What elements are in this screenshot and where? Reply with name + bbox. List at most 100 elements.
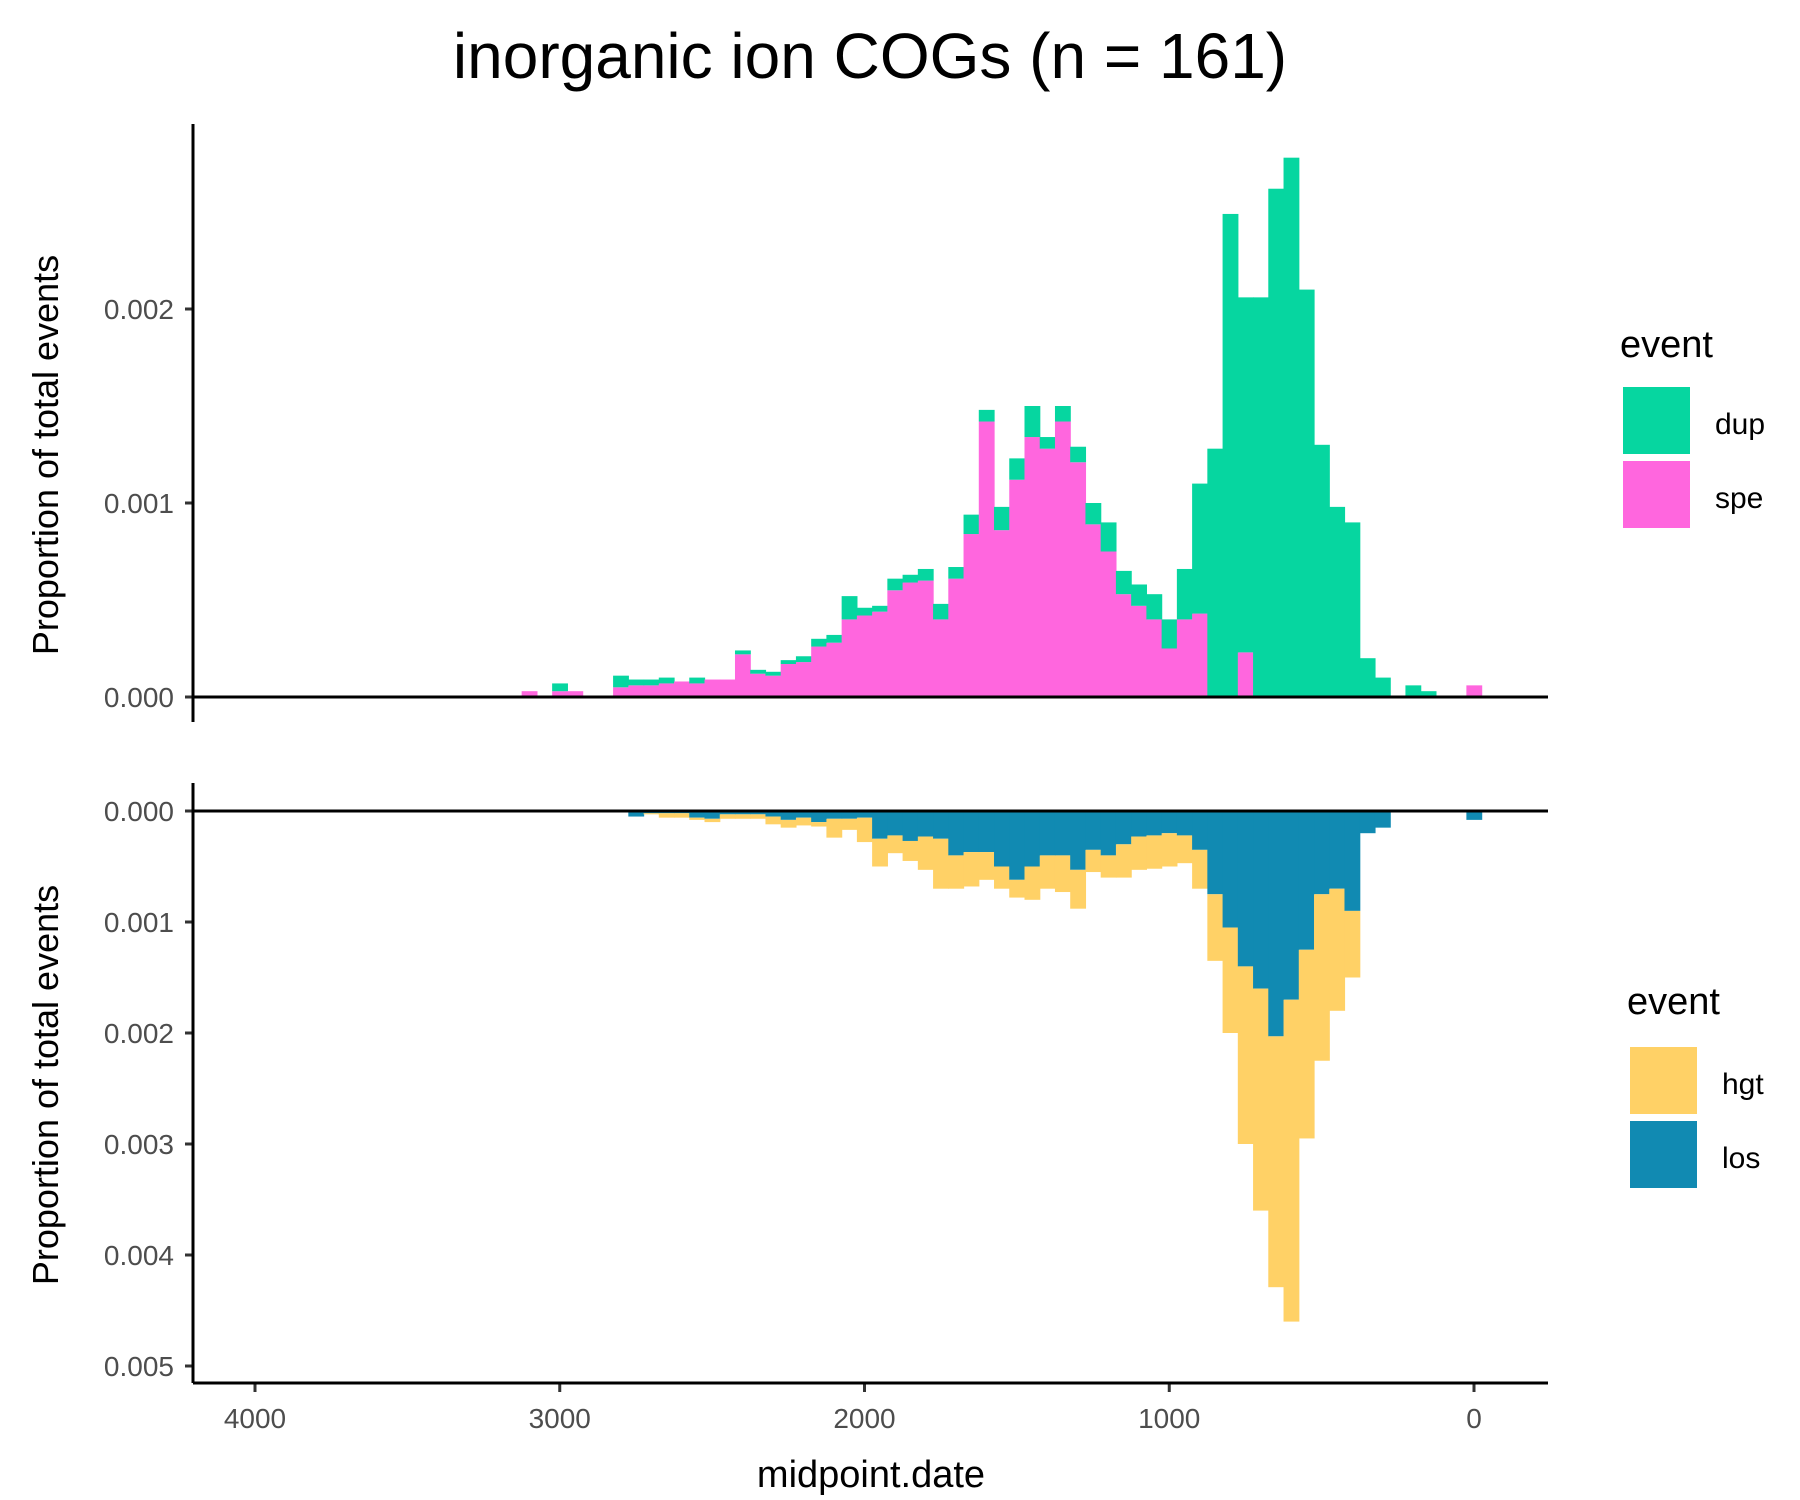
- bar-dup: [994, 506, 1010, 531]
- top-bars: [521, 157, 1483, 697]
- bar-spe: [1085, 524, 1102, 697]
- top-y-tick-label: 0.000: [104, 682, 174, 713]
- bottom-y-tick-label: 0.004: [104, 1240, 174, 1271]
- x-tick-label: 0: [1466, 1403, 1482, 1434]
- bar-spe: [1146, 619, 1163, 697]
- bar-los: [826, 811, 843, 819]
- bar-dup: [1070, 446, 1087, 463]
- legend-swatch-dup: [1623, 387, 1690, 454]
- bar-los: [1466, 811, 1483, 820]
- bar-hgt: [1329, 888, 1346, 1011]
- bar-hgt: [674, 813, 690, 818]
- bar-hgt: [1192, 849, 1208, 889]
- chart-title: inorganic ion COGs (n = 161): [453, 20, 1287, 92]
- bar-spe: [1192, 613, 1208, 697]
- bar-hgt: [963, 852, 980, 887]
- bar-spe: [963, 534, 980, 697]
- bar-dup: [1039, 437, 1056, 449]
- bar-hgt: [704, 818, 721, 823]
- bar-spe: [978, 421, 995, 697]
- bar-los: [1237, 811, 1254, 967]
- legend-top: event dup spe: [1620, 324, 1765, 528]
- bar-los: [719, 811, 736, 815]
- bar-hgt: [734, 814, 751, 819]
- x-tick-label: 3000: [529, 1403, 591, 1434]
- x-tick-label: 2000: [833, 1403, 895, 1434]
- bar-dup: [643, 679, 660, 686]
- bar-los: [704, 811, 721, 819]
- bar-los: [856, 811, 873, 818]
- bar-hgt: [1344, 910, 1361, 978]
- bar-dup: [1283, 157, 1300, 697]
- bar-hgt: [856, 817, 873, 843]
- bar-hgt: [1054, 855, 1071, 893]
- bar-dup: [1237, 297, 1254, 653]
- bar-hgt: [1268, 1036, 1285, 1288]
- bar-hgt: [765, 816, 782, 825]
- bar-dup: [1024, 406, 1041, 438]
- legend-swatch-spe: [1623, 461, 1690, 528]
- bar-hgt: [978, 852, 995, 880]
- bar-los: [1085, 811, 1102, 850]
- bar-spe: [948, 578, 965, 697]
- legend-label-dup: dup: [1715, 408, 1765, 441]
- bar-los: [1344, 811, 1361, 911]
- bar-dup: [856, 607, 873, 616]
- bar-dup: [1222, 213, 1239, 697]
- bar-hgt: [1146, 835, 1163, 869]
- bar-spe: [826, 642, 843, 697]
- bar-spe: [1024, 437, 1041, 697]
- bar-dup: [1314, 444, 1330, 697]
- bar-dup: [978, 409, 995, 422]
- bar-los: [1054, 811, 1071, 856]
- bar-hgt: [1222, 927, 1239, 1033]
- bar-dup: [1009, 458, 1026, 480]
- bar-los: [1146, 811, 1163, 836]
- bar-hgt: [1207, 894, 1224, 961]
- bar-hgt: [994, 866, 1010, 889]
- bar-hgt: [1009, 879, 1026, 898]
- bar-dup: [658, 677, 675, 684]
- bar-hgt: [872, 838, 888, 867]
- bar-los: [902, 811, 919, 841]
- bar-hgt: [1070, 869, 1087, 909]
- bar-los: [1024, 811, 1041, 867]
- bar-spe: [750, 673, 767, 697]
- bar-hgt: [1237, 966, 1254, 1144]
- bar-spe: [780, 664, 797, 697]
- bar-hgt: [887, 835, 904, 854]
- bar-los: [1374, 811, 1391, 828]
- legend-bottom: event hgt los: [1627, 981, 1764, 1188]
- bar-hgt: [1085, 849, 1102, 873]
- bar-spe: [1115, 594, 1132, 697]
- bar-dup: [1344, 522, 1361, 697]
- legend-label-spe: spe: [1715, 482, 1763, 515]
- bar-dup: [887, 578, 904, 591]
- bar-hgt: [1161, 833, 1178, 867]
- x-tick-label: 4000: [224, 1403, 286, 1434]
- bar-dup: [1253, 297, 1269, 697]
- bar-dup: [1146, 594, 1163, 620]
- bar-dup: [552, 683, 568, 692]
- bar-los: [795, 811, 812, 818]
- bar-spe: [1466, 685, 1483, 697]
- bar-dup: [689, 677, 706, 684]
- bar-los: [1253, 811, 1269, 989]
- bar-dup: [1054, 406, 1071, 422]
- bar-hgt: [719, 814, 736, 819]
- bar-dup: [795, 656, 812, 663]
- bar-los: [1039, 811, 1056, 856]
- bar-los: [765, 811, 782, 817]
- bar-spe: [1039, 448, 1056, 697]
- top-y-ticks: 0.000 0.001 0.002: [104, 294, 193, 713]
- bar-los: [948, 811, 965, 856]
- bar-hgt: [811, 822, 828, 827]
- bottom-y-tick-label: 0.005: [104, 1351, 174, 1382]
- bar-dup: [1268, 188, 1285, 697]
- bar-spe: [795, 662, 812, 697]
- bar-spe: [872, 611, 888, 697]
- bar-los: [1359, 811, 1376, 834]
- bar-dup: [1329, 506, 1346, 697]
- bar-hgt: [689, 817, 706, 820]
- bar-spe: [933, 619, 949, 697]
